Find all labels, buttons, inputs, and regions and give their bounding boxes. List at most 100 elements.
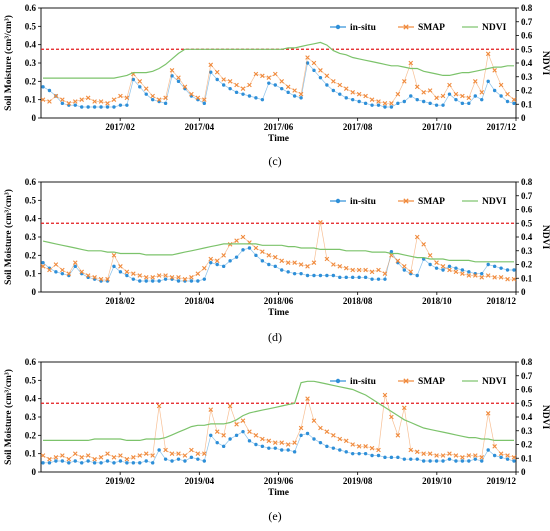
data-point: [234, 238, 239, 243]
data-point: [318, 68, 323, 73]
data-point: [112, 264, 116, 269]
data-point: [376, 277, 381, 281]
data-point: [253, 245, 259, 251]
data-point: [428, 459, 432, 463]
data-point: [280, 86, 284, 91]
data-point: [131, 271, 136, 276]
y-axis-title: Soil Moisture (cm³/cm³): [3, 15, 14, 111]
legend-marker: [403, 198, 409, 204]
data-point: [286, 448, 290, 452]
data-point: [280, 268, 284, 272]
data-point: [240, 86, 246, 91]
series-smap-group: [40, 392, 517, 462]
data-point: [454, 97, 458, 102]
x-tick-label: 2017/08: [343, 122, 373, 132]
data-point: [402, 79, 407, 84]
data-point: [254, 442, 258, 447]
data-point: [234, 90, 239, 95]
data-point: [383, 455, 387, 460]
y-tick-label: 0.2: [25, 250, 37, 260]
panel-label: (d): [268, 330, 282, 344]
legend-label: in-situ: [350, 23, 377, 33]
legend-marker: [335, 378, 341, 384]
data-point: [357, 99, 361, 104]
legend-label: in-situ: [350, 377, 377, 387]
data-point: [298, 91, 304, 97]
series-ndvi-group: [43, 41, 514, 79]
x-tick-label: 2017/10: [422, 122, 452, 132]
data-point: [467, 270, 471, 274]
y2-axis-title: NDVI: [540, 405, 550, 430]
data-point: [279, 258, 285, 264]
data-point: [376, 453, 381, 458]
data-point: [163, 101, 168, 106]
data-point: [125, 103, 129, 107]
legend-marker: [403, 24, 409, 30]
data-point: [47, 99, 52, 104]
data-point: [131, 461, 136, 465]
data-point: [453, 269, 459, 275]
data-point: [363, 444, 368, 449]
y-tick-label: 0.5: [25, 21, 37, 31]
data-point: [215, 77, 219, 82]
y2-tick-label: 0.7: [521, 17, 533, 27]
data-point: [357, 275, 361, 280]
data-point: [273, 446, 277, 450]
data-point: [189, 91, 194, 97]
data-point: [447, 267, 452, 273]
x-tick-label: 2019/02: [105, 476, 135, 486]
data-point: [221, 433, 226, 438]
data-point: [466, 453, 472, 458]
y-tick-label: 0.4: [25, 394, 37, 404]
data-point: [492, 453, 497, 458]
data-point: [421, 451, 426, 456]
y2-tick-label: 0.1: [521, 453, 533, 463]
data-point: [479, 275, 485, 280]
legend-label: SMAP: [418, 197, 445, 207]
data-point: [325, 273, 329, 278]
data-point: [402, 264, 407, 269]
data-point: [376, 99, 381, 104]
data-point: [402, 405, 407, 411]
y-tick-label: 0.1: [25, 449, 37, 459]
data-point: [176, 275, 181, 280]
series-line: [42, 247, 514, 282]
data-point: [324, 256, 330, 262]
data-point: [80, 461, 84, 465]
data-point: [67, 461, 71, 465]
y-tick-label: 0: [32, 287, 37, 297]
data-point: [170, 459, 174, 463]
x-tick-label: 2019/04: [185, 476, 215, 486]
data-point: [376, 103, 381, 107]
data-point: [228, 259, 232, 263]
data-point: [137, 79, 143, 84]
series-in-situ-group: [41, 246, 516, 283]
data-point: [80, 105, 84, 109]
data-point: [505, 99, 510, 104]
data-point: [331, 446, 336, 450]
data-point: [460, 455, 465, 460]
data-point: [60, 271, 65, 276]
y2-tick-label: 0.4: [521, 412, 533, 422]
legend-label: NDVI: [482, 377, 507, 387]
data-point: [182, 276, 188, 282]
data-point: [202, 265, 207, 271]
y-tick-label: 0.1: [25, 95, 37, 105]
data-point: [285, 442, 291, 447]
data-point: [209, 433, 213, 438]
data-point: [350, 90, 355, 95]
series-line: [43, 41, 514, 79]
data-point: [247, 82, 252, 88]
data-point: [98, 276, 104, 282]
data-point: [305, 55, 310, 60]
y2-tick-label: 0.4: [521, 58, 533, 68]
y2-tick-label: 0.4: [521, 232, 533, 242]
data-point: [72, 451, 78, 456]
data-point: [434, 95, 439, 101]
data-point: [292, 88, 297, 93]
data-point: [266, 438, 272, 444]
y-tick-label: 0.6: [25, 177, 37, 187]
data-point: [434, 266, 439, 270]
data-point: [434, 103, 439, 107]
x-tick-label: 2018/06: [264, 296, 294, 306]
